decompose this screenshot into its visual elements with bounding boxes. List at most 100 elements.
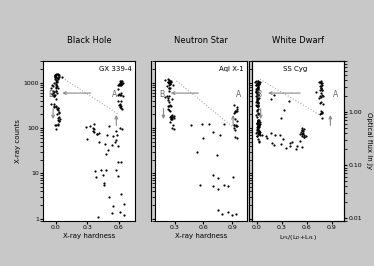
Point: [55, 72, 61, 76]
Point: [168, 117, 174, 121]
Y-axis label: Optical flux in Jy: Optical flux in Jy: [366, 113, 372, 169]
Point: [256, 96, 262, 101]
Point: [210, 130, 216, 134]
Point: [255, 124, 261, 128]
Point: [257, 132, 263, 137]
Point: [255, 82, 261, 87]
Point: [100, 173, 106, 177]
Point: [110, 203, 116, 208]
Point: [116, 82, 122, 86]
Point: [256, 123, 262, 127]
Point: [53, 97, 59, 101]
Point: [52, 75, 58, 80]
Point: [318, 99, 324, 104]
Point: [166, 80, 172, 84]
Text: GX 339-4: GX 339-4: [99, 66, 132, 72]
Point: [252, 80, 258, 85]
Point: [118, 93, 124, 97]
Point: [117, 105, 123, 109]
Point: [210, 172, 216, 177]
Point: [120, 78, 126, 83]
Point: [49, 92, 55, 96]
Point: [103, 152, 109, 156]
Point: [256, 82, 262, 86]
Point: [119, 160, 125, 164]
Text: B: B: [159, 90, 164, 99]
Point: [169, 126, 175, 130]
Point: [299, 145, 305, 149]
Point: [168, 79, 174, 83]
Point: [254, 88, 260, 93]
Point: [256, 132, 262, 136]
Point: [318, 91, 324, 95]
Text: Neutron Star: Neutron Star: [174, 36, 228, 45]
Point: [234, 119, 240, 123]
Point: [255, 128, 261, 133]
Point: [49, 82, 55, 87]
Point: [117, 81, 123, 85]
Point: [287, 141, 293, 146]
Point: [118, 80, 124, 84]
Point: [255, 80, 261, 84]
Point: [256, 124, 262, 128]
Point: [232, 128, 238, 132]
Point: [117, 82, 123, 86]
Point: [113, 168, 119, 172]
Point: [255, 127, 261, 132]
Point: [254, 131, 260, 135]
Point: [56, 119, 62, 123]
Point: [53, 72, 59, 76]
Point: [171, 116, 177, 120]
Point: [55, 72, 61, 77]
Point: [166, 82, 172, 87]
Point: [255, 97, 261, 101]
Point: [170, 122, 176, 127]
Point: [233, 135, 239, 139]
Point: [254, 90, 260, 94]
Point: [318, 81, 324, 85]
Point: [318, 81, 324, 86]
Point: [233, 123, 239, 128]
Point: [211, 184, 217, 188]
Point: [115, 160, 121, 164]
Point: [253, 83, 259, 87]
Point: [253, 88, 259, 93]
Point: [294, 144, 300, 148]
Point: [50, 89, 56, 93]
Point: [165, 98, 171, 103]
Point: [55, 77, 61, 81]
Point: [52, 72, 58, 77]
Point: [269, 131, 275, 135]
Point: [55, 118, 61, 122]
Point: [215, 187, 221, 192]
Point: [231, 103, 237, 107]
Point: [52, 73, 58, 77]
Point: [57, 117, 63, 121]
Point: [254, 82, 260, 86]
Point: [255, 100, 261, 105]
Point: [90, 126, 96, 130]
Point: [166, 81, 172, 85]
Point: [168, 80, 174, 84]
Point: [104, 133, 110, 137]
Point: [91, 122, 97, 126]
Point: [255, 104, 261, 109]
Point: [253, 79, 259, 83]
Point: [51, 81, 57, 85]
Point: [119, 106, 125, 110]
Point: [53, 123, 59, 128]
Point: [117, 126, 123, 130]
Point: [254, 134, 260, 139]
Point: [319, 83, 325, 88]
Point: [56, 75, 62, 79]
Point: [255, 88, 261, 93]
Point: [165, 104, 171, 108]
Point: [231, 126, 237, 130]
Point: [102, 168, 108, 173]
Point: [278, 142, 284, 146]
Point: [318, 112, 324, 116]
Point: [319, 92, 325, 97]
Point: [56, 73, 62, 77]
Point: [206, 122, 212, 126]
Point: [232, 110, 238, 114]
